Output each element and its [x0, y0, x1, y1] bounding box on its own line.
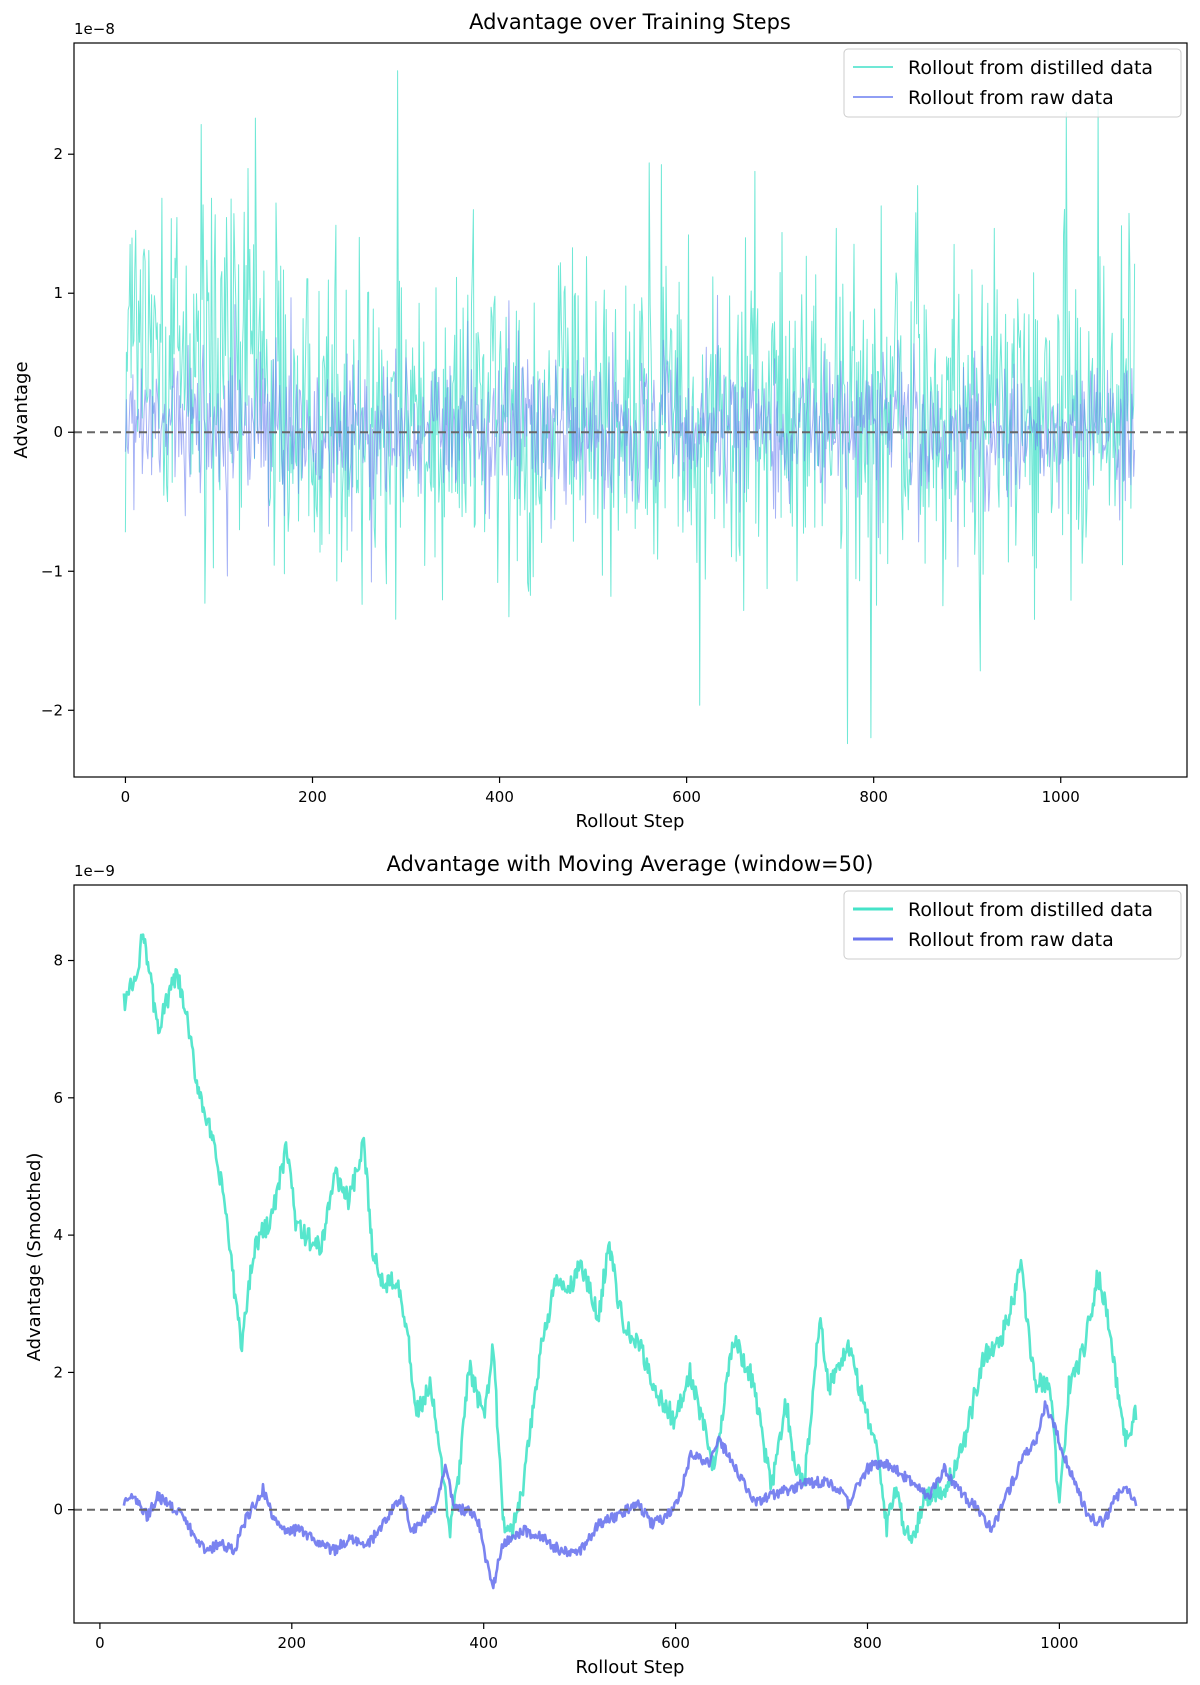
y-tick-label: 2 — [53, 1363, 63, 1381]
series-line-raw — [124, 294, 1136, 583]
y-axis-label: Advantage (Smoothed) — [24, 1153, 45, 1362]
chart-title: Advantage with Moving Average (window=50… — [386, 852, 873, 876]
x-tick-label: 200 — [298, 788, 327, 806]
x-tick-label: 0 — [121, 788, 131, 806]
y-tick-label: 0 — [53, 423, 63, 441]
legend-label-raw: Rollout from raw data — [908, 929, 1114, 951]
legend: Rollout from distilled data Rollout from… — [843, 890, 1182, 960]
y-offset-label: 1e−8 — [74, 20, 115, 38]
y-ticks: 0 2 4 6 8 — [53, 952, 74, 1519]
y-tick-label: 2 — [53, 145, 63, 163]
y-tick-label: −2 — [41, 701, 63, 719]
y-axis-label: Advantage — [11, 361, 32, 458]
x-tick-label: 1000 — [1042, 788, 1080, 806]
legend: Rollout from distilled data Rollout from… — [843, 48, 1182, 118]
plot-frame — [73, 884, 1188, 1624]
series-layer — [122, 933, 1138, 1590]
x-tick-label: 400 — [485, 788, 514, 806]
x-tick-label: 1000 — [1040, 1634, 1078, 1652]
x-ticks: 0 200 400 600 800 1000 — [121, 777, 1080, 806]
series-line-distilled — [122, 933, 1138, 1544]
y-tick-label: 6 — [53, 1089, 63, 1107]
y-offset-label: 1e−9 — [74, 862, 115, 880]
plot-frame — [73, 42, 1188, 778]
legend-box — [843, 48, 1182, 118]
x-axis-label: Rollout Step — [576, 1657, 685, 1678]
x-tick-label: 600 — [672, 788, 701, 806]
x-tick-label: 800 — [853, 1634, 882, 1652]
series-layer — [124, 70, 1136, 745]
x-tick-label: 400 — [469, 1634, 498, 1652]
y-tick-label: −1 — [41, 562, 63, 580]
series-line-raw — [122, 1400, 1138, 1590]
legend-label-raw: Rollout from raw data — [908, 87, 1114, 109]
chart-advantage-smoothed: Advantage with Moving Average (window=50… — [24, 852, 1188, 1678]
legend-label-distilled: Rollout from distilled data — [908, 57, 1153, 79]
x-ticks: 0 200 400 600 800 1000 — [95, 1623, 1078, 1652]
x-tick-label: 0 — [95, 1634, 105, 1652]
x-tick-label: 600 — [661, 1634, 690, 1652]
legend-label-distilled: Rollout from distilled data — [908, 899, 1153, 921]
y-tick-label: 0 — [53, 1501, 63, 1519]
x-tick-label: 200 — [277, 1634, 306, 1652]
x-tick-label: 800 — [859, 788, 888, 806]
legend-box — [843, 890, 1182, 960]
y-tick-label: 4 — [53, 1226, 63, 1244]
x-axis-label: Rollout Step — [576, 811, 685, 832]
chart-title: Advantage over Training Steps — [469, 10, 791, 34]
y-tick-label: 8 — [53, 952, 63, 970]
chart-advantage-raw: Advantage over Training Steps 1e−8 0 200 4… — [11, 10, 1188, 832]
y-ticks: −2 −1 0 1 2 — [41, 145, 74, 719]
y-tick-label: 1 — [53, 284, 63, 302]
